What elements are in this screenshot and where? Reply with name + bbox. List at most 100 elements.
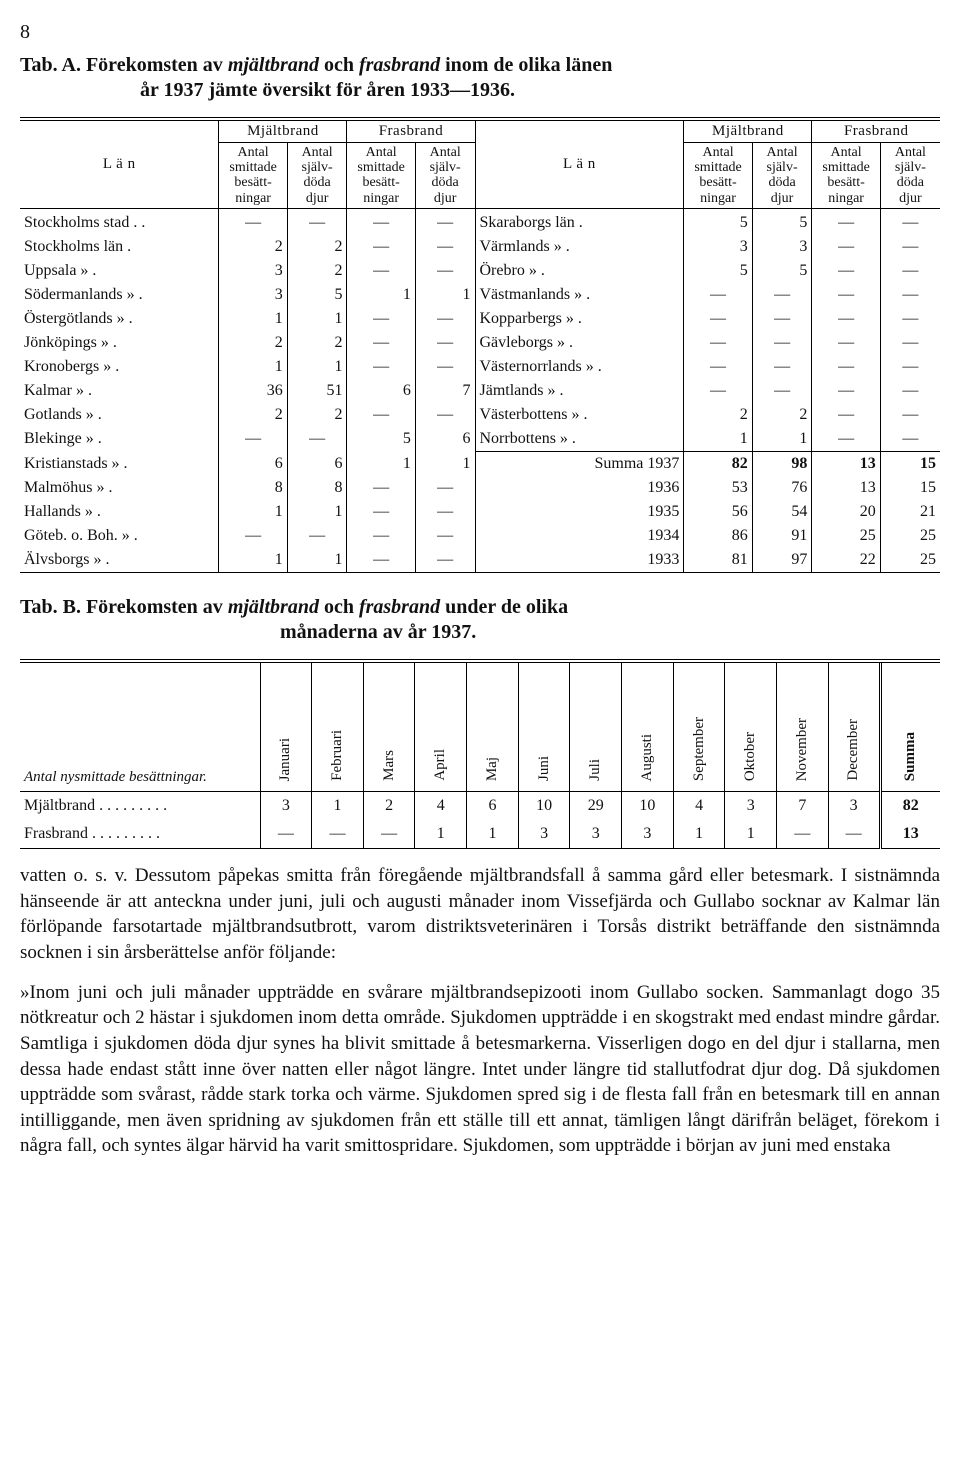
- table-cell: 13: [812, 452, 880, 477]
- col-djur-2: Antal själv­döda djur: [415, 142, 475, 209]
- table-cell: —: [752, 307, 812, 331]
- row-label: Blekinge » .: [20, 427, 219, 452]
- table-cell: 25: [880, 524, 940, 548]
- year-label: 1933: [475, 548, 684, 573]
- table-cell: 7: [415, 379, 475, 403]
- table-cell: 3: [828, 792, 880, 821]
- row-label: Gävleborgs » .: [475, 331, 684, 355]
- tab-b-tail2: månaderna av år 1937.: [20, 620, 940, 645]
- table-cell: —: [684, 331, 752, 355]
- table-cell: —: [415, 355, 475, 379]
- table-cell: —: [812, 427, 880, 452]
- month-header: Juni: [518, 661, 570, 792]
- table-cell: —: [415, 209, 475, 236]
- table-cell: 86: [684, 524, 752, 548]
- table-cell: 6: [415, 427, 475, 452]
- table-cell: 13: [812, 476, 880, 500]
- summa-label: Summa 1937: [475, 452, 684, 477]
- table-cell: 2: [287, 259, 347, 283]
- row-label: Södermanlands » .: [20, 283, 219, 307]
- row-label: Kopparbergs » .: [475, 307, 684, 331]
- row-label: Västerbottens » .: [475, 403, 684, 427]
- table-cell: 10: [622, 792, 674, 821]
- table-cell: —: [752, 355, 812, 379]
- table-cell: 54: [752, 500, 812, 524]
- table-cell: —: [415, 235, 475, 259]
- year-label: 1934: [475, 524, 684, 548]
- table-cell: —: [347, 548, 415, 573]
- table-b: Antal nysmittade besättningar.JanuariFeb…: [20, 659, 940, 849]
- month-header: November: [777, 661, 829, 792]
- table-cell: 53: [684, 476, 752, 500]
- table-cell: —: [684, 355, 752, 379]
- row-label: Kronobergs » .: [20, 355, 219, 379]
- table-cell: —: [415, 259, 475, 283]
- tableb-rowlabel-head: Antal nysmittade besättningar.: [20, 661, 260, 792]
- month-header: Mars: [363, 661, 415, 792]
- row-label: Stockholms stad . .: [20, 209, 219, 236]
- col-smit-1: Antal smit­tade besätt­ningar: [219, 142, 287, 209]
- table-cell: —: [812, 235, 880, 259]
- table-cell: —: [347, 355, 415, 379]
- table-cell: 3: [219, 283, 287, 307]
- grp-mjalt-l: Mjältbrand: [219, 119, 347, 142]
- row-label: Uppsala » .: [20, 259, 219, 283]
- table-cell: —: [287, 524, 347, 548]
- table-cell: —: [415, 307, 475, 331]
- table-cell: 1: [312, 792, 364, 821]
- table-row: Stockholms län .22——Värmlands » .33——: [20, 235, 940, 259]
- table-cell: 2: [684, 403, 752, 427]
- table-cell: —: [812, 379, 880, 403]
- table-cell: 5: [752, 259, 812, 283]
- table-cell: 1: [219, 500, 287, 524]
- paragraph-1: vatten o. s. v. Dessutom påpekas smitta …: [20, 863, 940, 966]
- table-cell: 6: [467, 792, 519, 821]
- table-cell: 3: [752, 235, 812, 259]
- row-label: Frasbrand . . . . . . . . .: [20, 820, 260, 849]
- table-cell: 1: [467, 820, 519, 849]
- table-cell: 1: [219, 355, 287, 379]
- table-row: Jönköpings » .22——Gävleborgs » .————: [20, 331, 940, 355]
- table-cell: 1: [415, 452, 475, 477]
- grp-fras-r: Frasbrand: [812, 119, 940, 142]
- table-cell: 1: [415, 820, 467, 849]
- col-lan-left: L ä n: [20, 119, 219, 209]
- table-cell: —: [752, 379, 812, 403]
- row-label: Jönköpings » .: [20, 331, 219, 355]
- table-cell: —: [880, 283, 940, 307]
- table-row: Kalmar » .365167Jämtlands » .————: [20, 379, 940, 403]
- row-label: Skaraborgs län .: [475, 209, 684, 236]
- table-cell: 8: [287, 476, 347, 500]
- table-cell: 1: [673, 820, 725, 849]
- row-label: Kalmar » .: [20, 379, 219, 403]
- table-cell: —: [347, 331, 415, 355]
- table-cell: 5: [287, 283, 347, 307]
- table-cell: 2: [363, 792, 415, 821]
- row-label: Hallands » .: [20, 500, 219, 524]
- table-cell: —: [752, 331, 812, 355]
- table-cell: —: [347, 259, 415, 283]
- table-cell: 76: [752, 476, 812, 500]
- table-cell: —: [812, 259, 880, 283]
- table-cell: 1: [287, 355, 347, 379]
- tab-a-em2: frasbrand: [359, 54, 440, 76]
- table-cell: —: [219, 427, 287, 452]
- table-cell: 51: [287, 379, 347, 403]
- table-cell: 2: [287, 403, 347, 427]
- table-cell: —: [684, 283, 752, 307]
- row-label: Örebro » .: [475, 259, 684, 283]
- month-header: Oktober: [725, 661, 777, 792]
- month-header: April: [415, 661, 467, 792]
- table-cell: 1: [415, 283, 475, 307]
- table-cell: 20: [812, 500, 880, 524]
- table-cell: —: [880, 379, 940, 403]
- row-label: Gotlands » .: [20, 403, 219, 427]
- month-header: Maj: [467, 661, 519, 792]
- table-cell: 6: [347, 379, 415, 403]
- row-label: Värmlands » .: [475, 235, 684, 259]
- table-cell: —: [312, 820, 364, 849]
- month-header: December: [828, 661, 880, 792]
- table-cell: 3: [622, 820, 674, 849]
- table-cell: 1: [287, 500, 347, 524]
- table-cell: —: [684, 307, 752, 331]
